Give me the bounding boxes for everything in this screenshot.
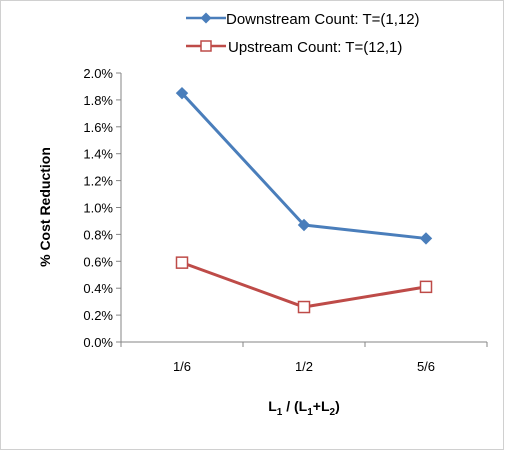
y-tick-label: 1.4% (83, 147, 113, 162)
y-tick-label: 0.2% (83, 308, 113, 323)
y-tick-label: 0.4% (83, 281, 113, 296)
data-point-upstream (175, 256, 189, 269)
y-axis-title: % Cost Reduction (37, 147, 53, 267)
y-tick-label: 2.0% (83, 66, 113, 81)
legend-label-downstream: Downstream Count: T=(1,12) (226, 11, 420, 28)
y-tick-label: 1.0% (83, 201, 113, 216)
series-layer (175, 86, 433, 314)
legend: Downstream Count: T=(1,12) Upstream Coun… (186, 11, 420, 56)
legend-label-upstream: Upstream Count: T=(12,1) (228, 39, 402, 56)
x-axis-title: L1 / (L1+L2) (268, 398, 340, 418)
data-point-upstream (419, 280, 433, 294)
x-ticks: 1/6 1/2 5/6 (120, 342, 488, 374)
data-point-downstream (419, 232, 433, 245)
legend-item-upstream: Upstream Count: T=(12,1) (186, 39, 402, 56)
data-point-downstream (297, 218, 311, 232)
y-tick-label: 0.6% (83, 254, 113, 269)
x-tick-label: 1/6 (173, 359, 191, 374)
y-ticks: 0.0% 0.2% 0.4% 0.6% 0.8% 1.0% 1.2% 1.4% 1.6% 1.8%… (83, 66, 121, 350)
y-tick-label: 1.8% (83, 93, 113, 108)
data-point-downstream (175, 86, 189, 100)
y-tick-label: 1.6% (83, 120, 113, 135)
y-tick-label: 0.0% (83, 335, 113, 350)
data-point-upstream (297, 300, 311, 314)
legend-marker-upstream (200, 40, 212, 52)
legend-item-downstream: Downstream Count: T=(1,12) (186, 11, 420, 28)
y-tick-label: 1.2% (83, 174, 113, 189)
x-tick-label: 1/2 (295, 359, 313, 374)
legend-marker-downstream (200, 12, 212, 24)
y-tick-label: 0.8% (83, 227, 113, 242)
x-tick-label: 5/6 (417, 359, 435, 374)
